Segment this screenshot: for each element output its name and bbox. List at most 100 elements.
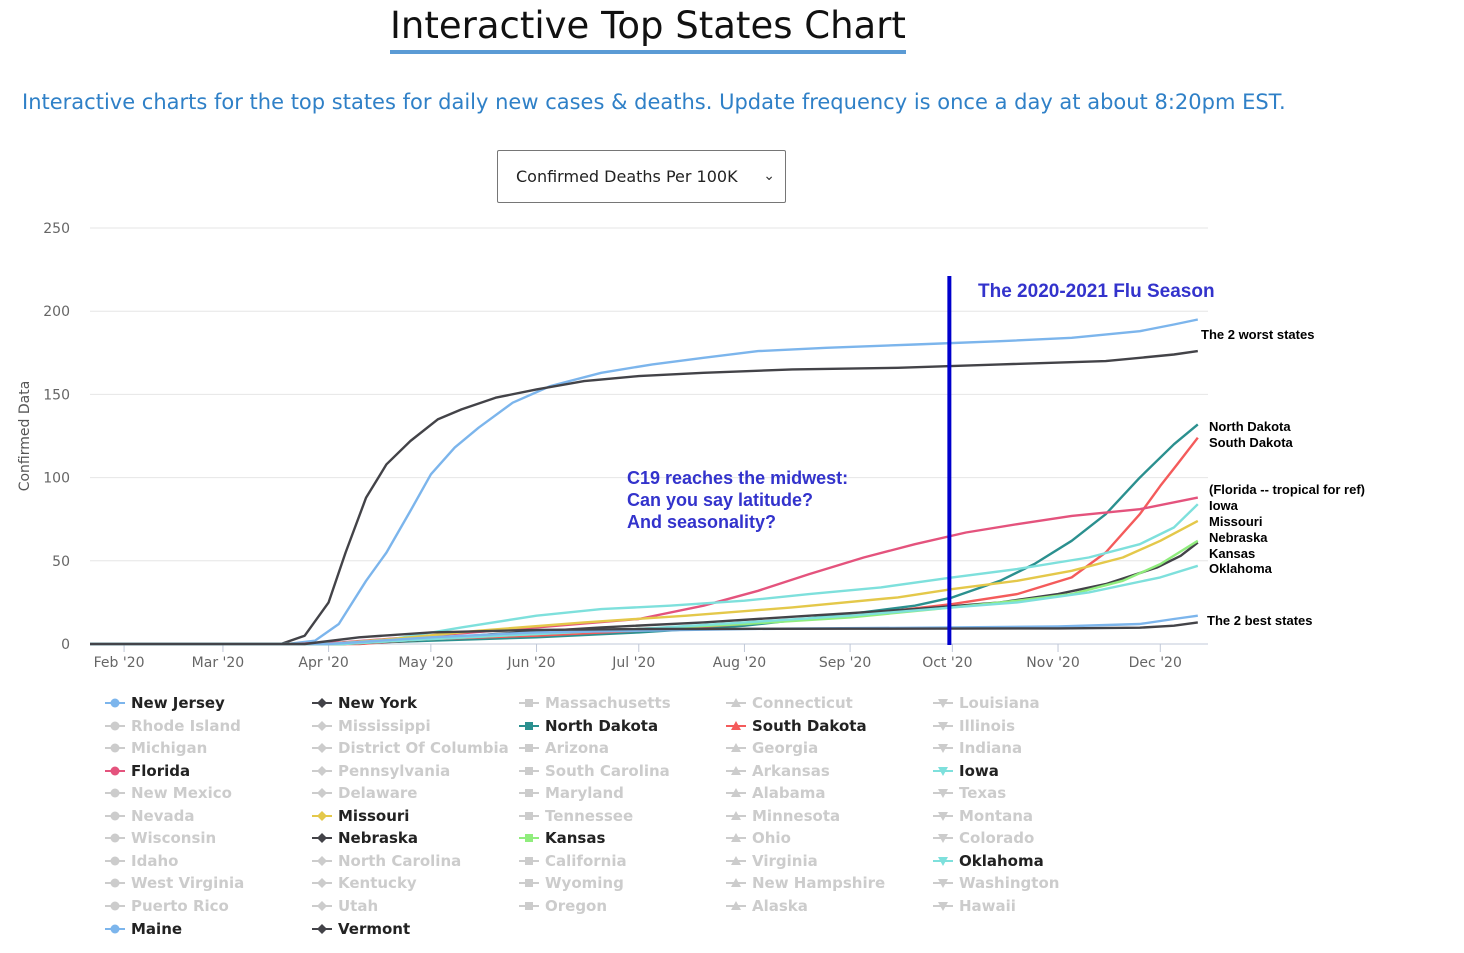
legend-item-oregon[interactable]: Oregon: [519, 896, 607, 916]
legend-item-label: Oregon: [545, 896, 608, 915]
y-tick-label: 100: [43, 471, 70, 487]
triangle-marker-icon: [726, 875, 752, 891]
legend-item-mississippi[interactable]: Mississippi: [312, 716, 431, 736]
legend-item-florida[interactable]: Florida: [105, 761, 190, 781]
legend-item-virginia[interactable]: Virginia: [726, 851, 818, 871]
legend-item-rhode-island[interactable]: Rhode Island: [105, 716, 241, 736]
legend-item-ohio[interactable]: Ohio: [726, 828, 791, 848]
legend-item-texas[interactable]: Texas: [933, 783, 1006, 803]
legend-item-kentucky[interactable]: Kentucky: [312, 873, 417, 893]
legend-item-delaware[interactable]: Delaware: [312, 783, 417, 803]
triangle-down-marker-icon: [933, 808, 959, 824]
x-tick-label: Mar '20: [192, 655, 245, 671]
legend-item-colorado[interactable]: Colorado: [933, 828, 1034, 848]
legend-item-hawaii[interactable]: Hawaii: [933, 896, 1016, 916]
legend-item-south-carolina[interactable]: South Carolina: [519, 761, 670, 781]
series-line-missouri[interactable]: [90, 519, 1199, 646]
legend-item-district-of-columbia[interactable]: District Of Columbia: [312, 738, 509, 758]
x-tick-label: Dec '20: [1129, 655, 1182, 671]
circle-marker-icon: [105, 853, 131, 869]
legend-item-new-mexico[interactable]: New Mexico: [105, 783, 232, 803]
legend-item-washington[interactable]: Washington: [933, 873, 1059, 893]
iowa-label: Iowa: [1209, 498, 1239, 513]
legend-item-new-jersey[interactable]: New Jersey: [105, 693, 225, 713]
legend-item-tennessee[interactable]: Tennessee: [519, 806, 633, 826]
legend-item-new-york[interactable]: New York: [312, 693, 417, 713]
legend-item-idaho[interactable]: Idaho: [105, 851, 178, 871]
legend-item-label: Wisconsin: [131, 829, 217, 848]
legend-item-puerto-rico[interactable]: Puerto Rico: [105, 896, 229, 916]
legend-item-illinois[interactable]: Illinois: [933, 716, 1015, 736]
circle-marker-icon: [105, 785, 131, 801]
legend-item-louisiana[interactable]: Louisiana: [933, 693, 1040, 713]
legend-item-nevada[interactable]: Nevada: [105, 806, 195, 826]
legend-item-label: Ohio: [752, 829, 791, 848]
diamond-marker-icon: [312, 718, 338, 734]
legend-item-iowa[interactable]: Iowa: [933, 761, 999, 781]
legend-item-wisconsin[interactable]: Wisconsin: [105, 828, 216, 848]
legend-item-label: Minnesota: [752, 806, 841, 825]
triangle-marker-icon: [726, 853, 752, 869]
diamond-marker-icon: [312, 830, 338, 846]
legend-item-maine[interactable]: Maine: [105, 919, 182, 939]
legend-item-california[interactable]: California: [519, 851, 627, 871]
legend-item-pennsylvania[interactable]: Pennsylvania: [312, 761, 450, 781]
legend-item-georgia[interactable]: Georgia: [726, 738, 818, 758]
legend-item-alabama[interactable]: Alabama: [726, 783, 825, 803]
legend-item-alaska[interactable]: Alaska: [726, 896, 808, 916]
legend-item-missouri[interactable]: Missouri: [312, 806, 409, 826]
diamond-marker-icon: [312, 785, 338, 801]
triangle-marker-icon: [726, 830, 752, 846]
north-dakota-label: North Dakota: [1209, 419, 1291, 434]
legend-item-kansas[interactable]: Kansas: [519, 828, 605, 848]
legend-item-vermont[interactable]: Vermont: [312, 919, 410, 939]
legend-item-minnesota[interactable]: Minnesota: [726, 806, 840, 826]
legend-item-label: New Jersey: [131, 694, 225, 712]
square-marker-icon: [519, 898, 545, 914]
legend-item-label: Alabama: [752, 784, 826, 803]
square-marker-icon: [519, 808, 545, 824]
series-line-new-york[interactable]: [90, 349, 1198, 646]
legend-item-maryland[interactable]: Maryland: [519, 783, 624, 803]
legend-item-south-dakota[interactable]: South Dakota: [726, 716, 867, 736]
x-tick-label: Jul '20: [611, 655, 655, 671]
legend-item-new-hampshire[interactable]: New Hampshire: [726, 873, 885, 893]
legend-item-nebraska[interactable]: Nebraska: [312, 828, 418, 848]
legend-item-north-dakota[interactable]: North Dakota: [519, 716, 658, 736]
legend-item-michigan[interactable]: Michigan: [105, 738, 207, 758]
triangle-down-marker-icon: [933, 875, 959, 891]
series-line-oklahoma[interactable]: [90, 564, 1199, 646]
legend-item-indiana[interactable]: Indiana: [933, 738, 1022, 758]
diamond-marker-icon: [312, 695, 338, 711]
legend-item-arizona[interactable]: Arizona: [519, 738, 609, 758]
legend-item-north-carolina[interactable]: North Carolina: [312, 851, 461, 871]
series-line-vermont[interactable]: [90, 621, 1198, 646]
legend-item-massachusetts[interactable]: Massachusetts: [519, 693, 671, 713]
legend-item-oklahoma[interactable]: Oklahoma: [933, 851, 1044, 871]
legend-item-utah[interactable]: Utah: [312, 896, 378, 916]
metric-select-value: Confirmed Deaths Per 100K: [516, 167, 738, 186]
square-marker-icon: [519, 830, 545, 846]
circle-marker-icon: [105, 830, 131, 846]
legend-item-label: Missouri: [338, 806, 410, 825]
legend-item-label: New Hampshire: [752, 874, 886, 893]
legend-item-label: Nevada: [131, 806, 195, 825]
legend-item-connecticut[interactable]: Connecticut: [726, 693, 853, 713]
square-marker-icon: [519, 853, 545, 869]
legend-item-label: Kentucky: [338, 874, 417, 893]
triangle-marker-icon: [726, 898, 752, 914]
series-line-north-dakota[interactable]: [90, 423, 1199, 646]
legend-item-label: Arizona: [545, 739, 609, 758]
legend-item-arkansas[interactable]: Arkansas: [726, 761, 830, 781]
legend-item-wyoming[interactable]: Wyoming: [519, 873, 624, 893]
legend-item-label: Virginia: [752, 851, 818, 870]
square-marker-icon: [519, 763, 545, 779]
legend-item-west-virginia[interactable]: West Virginia: [105, 873, 244, 893]
legend-item-label: Mississippi: [338, 716, 431, 735]
legend-item-montana[interactable]: Montana: [933, 806, 1033, 826]
y-tick-label: 50: [52, 554, 70, 570]
metric-select[interactable]: Confirmed Deaths Per 100K ⌄: [497, 150, 786, 203]
circle-marker-icon: [105, 875, 131, 891]
triangle-down-marker-icon: [933, 853, 959, 869]
circle-marker-icon: [105, 718, 131, 734]
